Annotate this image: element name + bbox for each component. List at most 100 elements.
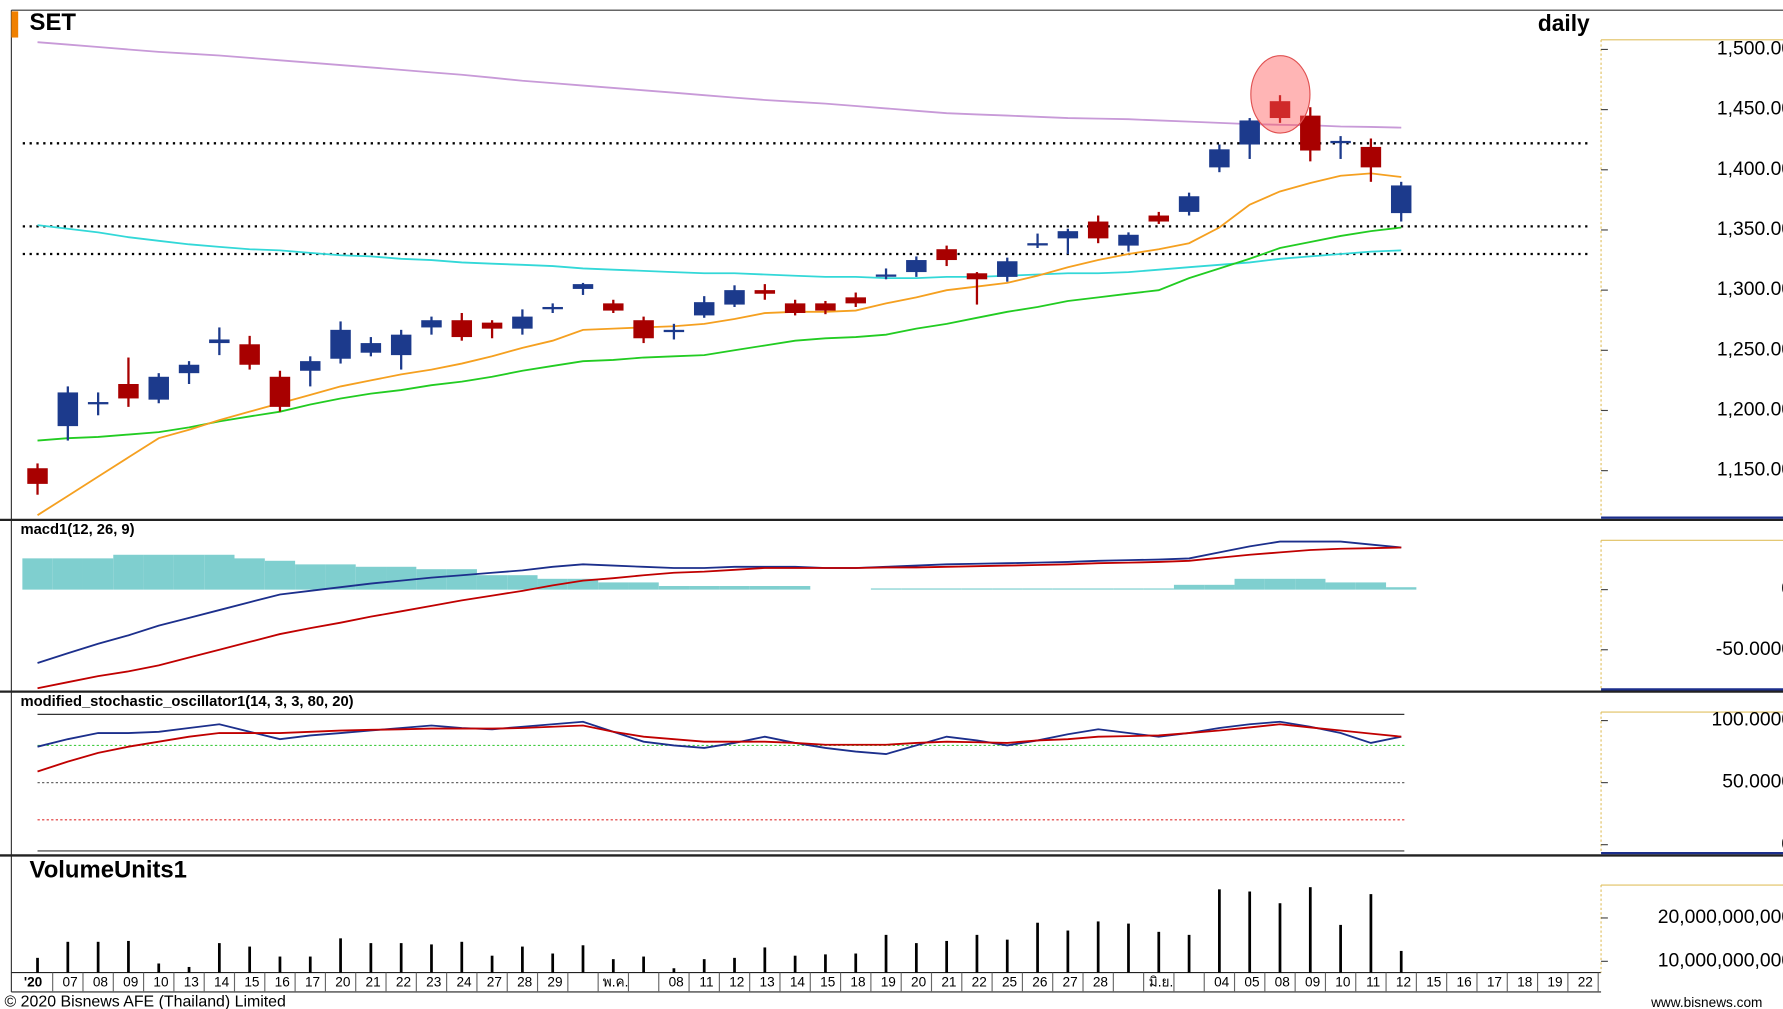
volume-bar (36, 957, 39, 973)
x-tick-label: 17 (305, 974, 320, 989)
candle-body (239, 344, 260, 365)
x-tick-label: 15 (1426, 974, 1441, 989)
x-tick-label: 13 (760, 974, 775, 989)
x-tick-label: 19 (881, 974, 896, 989)
volume-bar (945, 940, 949, 973)
candle-body (815, 303, 836, 311)
chart-title: SET (30, 9, 77, 36)
volume-bar (308, 956, 312, 973)
histogram-bar (446, 569, 477, 590)
volume-bar (1218, 889, 1221, 973)
x-tick-label: 15 (244, 974, 259, 989)
histogram-bar (386, 566, 417, 590)
histogram-bar (416, 569, 447, 590)
candle-body (118, 383, 139, 399)
x-tick-label: 27 (1063, 974, 1078, 989)
x-tick-label: 12 (1396, 974, 1411, 989)
x-tick-label: 11 (1366, 974, 1380, 989)
candle-body (148, 376, 169, 400)
candle-body (906, 260, 927, 273)
histogram-bar (779, 586, 811, 590)
histogram-bar (628, 582, 659, 590)
candle-body (330, 329, 351, 359)
histogram-bar (22, 558, 53, 590)
x-tick-label: 22 (972, 974, 987, 989)
panel-title: modified_stochastic_oscillator1(14, 3, 3… (20, 694, 353, 710)
candle-body (1209, 149, 1230, 168)
candle-body (27, 468, 48, 484)
histogram-bar (1022, 588, 1053, 590)
footer-left: © 2020 Bisnews AFE (Thailand) Limited (5, 993, 286, 1009)
histogram-bar (931, 588, 962, 590)
histogram-bar (1295, 578, 1326, 590)
volume-bar (1308, 887, 1312, 973)
x-tick-label: 17 (1487, 974, 1502, 989)
volume-bar (1248, 891, 1252, 973)
x-tick-label: 08 (669, 974, 684, 989)
candle-body (57, 392, 79, 427)
histogram-bar (295, 564, 326, 590)
y-tick-label: 20,000,000,000 (1658, 907, 1783, 928)
volume-bar (460, 941, 464, 973)
volume-bar (127, 940, 130, 973)
candle-body (1178, 196, 1200, 212)
x-tick-label: '20 (24, 974, 43, 989)
volume-bar (1399, 950, 1403, 973)
x-tick-label: 22 (1578, 974, 1593, 989)
histogram-bar (507, 575, 538, 590)
volume-bar (217, 943, 221, 973)
volume-bar (278, 956, 282, 973)
y-tick-label: 1,250.00 (1717, 339, 1783, 360)
volume-bar (1096, 921, 1100, 973)
indicator-line (37, 723, 1402, 773)
x-tick-label: 07 (63, 974, 78, 989)
x-tick-label: 23 (426, 974, 441, 989)
y-tick-label: 1,150.00 (1717, 460, 1783, 481)
volume-bar (824, 954, 827, 973)
marker (11, 11, 19, 38)
candle-body (269, 376, 291, 407)
candle-body (997, 261, 1018, 277)
histogram-bar (204, 554, 235, 590)
histogram-bar (1204, 584, 1235, 590)
x-tick-label: 16 (1457, 974, 1472, 989)
x-tick-label: 04 (1214, 974, 1230, 989)
histogram-bar (82, 558, 114, 590)
candle-body (572, 284, 594, 289)
candle-body (451, 320, 473, 338)
volume-bar (1127, 923, 1130, 973)
histogram-bar (1264, 578, 1296, 590)
candle-body (1360, 146, 1382, 168)
y-tick-label: 10,000,000,000 (1658, 950, 1783, 971)
x-tick-label: 24 (456, 974, 472, 989)
volume-bar (763, 947, 767, 973)
x-tick-label: 21 (366, 974, 381, 989)
x-tick-label: 21 (941, 974, 956, 989)
candle-body (421, 320, 442, 328)
y-tick-label: 1,300.00 (1717, 279, 1783, 300)
candle-body (209, 339, 230, 344)
histogram-bar (537, 578, 568, 590)
y-tick-label: 1,350.00 (1717, 219, 1783, 240)
histogram-bar (901, 588, 932, 590)
candle-body (875, 274, 897, 277)
chart-subtitle: daily (1538, 10, 1590, 36)
candle-body (1239, 120, 1260, 145)
histogram-bar (1355, 582, 1387, 590)
footer-right: www.bisnews.com (1650, 995, 1762, 1009)
volume-bar (793, 955, 797, 973)
candle-body (512, 316, 533, 329)
y-tick-label: -50.0000 (1716, 639, 1783, 660)
volume-bar (1369, 894, 1373, 973)
volume-bar (854, 953, 858, 973)
indicator-line (37, 546, 1402, 690)
candle-body (1087, 221, 1109, 239)
volume-bar (551, 953, 555, 973)
candle-body (360, 343, 382, 353)
candle-body (1057, 231, 1079, 239)
volume-bar (1036, 922, 1039, 973)
candle-body (845, 297, 866, 304)
x-tick-label: 18 (1517, 974, 1532, 989)
y-tick-label: 1,500.00 (1717, 39, 1783, 60)
candle-body (1390, 185, 1412, 214)
